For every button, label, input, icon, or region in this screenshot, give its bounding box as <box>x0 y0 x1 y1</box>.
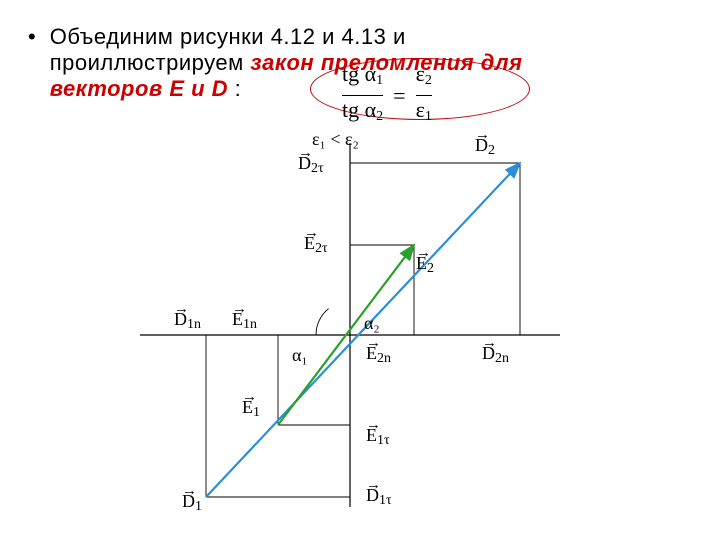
rhs-den: ε1 <box>416 98 432 129</box>
lhs-num: tg α1 <box>342 62 383 93</box>
label-E2n: →E2n <box>366 343 391 367</box>
lhs-bar <box>342 95 383 96</box>
formula-lhs: tg α1 tg α2 <box>342 62 383 129</box>
refraction-diagram: ε₁ < ε₂→D2→D2τ→E2τ→E2→D1n→E1nα₂α₁→E2n→D2… <box>120 135 580 515</box>
label-a2: α₂ <box>364 313 380 334</box>
label-E2: →E2 <box>416 253 434 277</box>
label-D1: →D1 <box>182 491 202 515</box>
label-E1t: →E1τ <box>366 425 390 449</box>
bullet-glyph: • <box>28 24 36 102</box>
label-D2t: →D2τ <box>298 153 324 177</box>
formula-block: tg α1 tg α2 = ε2 ε1 <box>310 58 530 120</box>
intro-line3-tail: : <box>228 76 241 101</box>
formula-equation: tg α1 tg α2 = ε2 ε1 <box>342 62 432 129</box>
label-eps: ε₁ < ε₂ <box>312 129 359 150</box>
label-D2n: →D2n <box>482 343 509 367</box>
label-D1t: →D1τ <box>366 485 392 509</box>
eq-sign: = <box>393 83 405 109</box>
label-D1n: →D1n <box>174 309 201 333</box>
rhs-num: ε2 <box>416 62 432 93</box>
formula-rhs: ε2 ε1 <box>416 62 432 129</box>
label-E2t: →E2τ <box>304 233 328 257</box>
lhs-den: tg α2 <box>342 98 383 129</box>
intro-line1: Объединим рисунки 4.12 и 4.13 и <box>50 24 406 49</box>
rhs-bar <box>416 95 432 96</box>
intro-line3-emph: векторов E и D <box>50 76 228 101</box>
intro-line2a: проиллюстрируем <box>50 50 251 75</box>
label-E1: →E1 <box>242 397 260 421</box>
label-D2: →D2 <box>475 135 495 159</box>
label-E1n: →E1n <box>232 309 257 333</box>
label-a1: α₁ <box>292 345 308 366</box>
